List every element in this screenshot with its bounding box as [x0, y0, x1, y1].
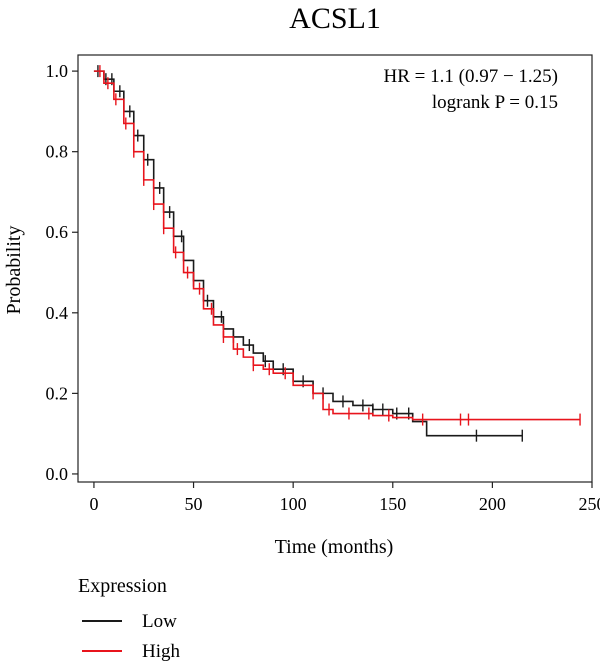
- y-axis: 0.0 0.2 0.4 0.6 0.8 1.0: [46, 61, 78, 484]
- series-high: [93, 65, 581, 426]
- series-layer: [93, 65, 581, 442]
- legend-label-high: High: [142, 641, 181, 662]
- x-tick-label: 50: [185, 494, 203, 514]
- x-tick-label: 150: [379, 494, 406, 514]
- y-tick-label: 0.4: [46, 303, 69, 323]
- legend-label-low: Low: [142, 611, 177, 632]
- y-tick-label: 0.0: [46, 464, 69, 484]
- x-tick-label: 100: [280, 494, 307, 514]
- series-line-high: [93, 70, 581, 421]
- x-axis-label: Time (months): [275, 536, 394, 558]
- plot-area: [77, 54, 593, 483]
- series-line-low: [93, 70, 523, 437]
- x-tick-label: 250: [579, 494, 600, 514]
- x-tick-label: 0: [89, 494, 98, 514]
- y-tick-label: 0.8: [46, 142, 69, 162]
- legend: Expression Low High: [78, 575, 181, 662]
- plot-frame: [77, 54, 593, 483]
- hazard-ratio-annotation: HR = 1.1 (0.97 − 1.25): [384, 66, 558, 87]
- y-axis-label: Probability: [3, 226, 25, 315]
- y-tick-label: 0.2: [46, 383, 69, 403]
- y-tick-label: 1.0: [46, 61, 69, 81]
- y-tick-label: 0.6: [46, 222, 69, 242]
- x-tick-label: 200: [479, 494, 506, 514]
- x-axis: 0 50 100 150 200 250: [89, 482, 600, 514]
- logrank-annotation: logrank P = 0.15: [432, 92, 558, 113]
- chart-title: ACSL1: [289, 2, 381, 35]
- legend-title: Expression: [78, 575, 167, 597]
